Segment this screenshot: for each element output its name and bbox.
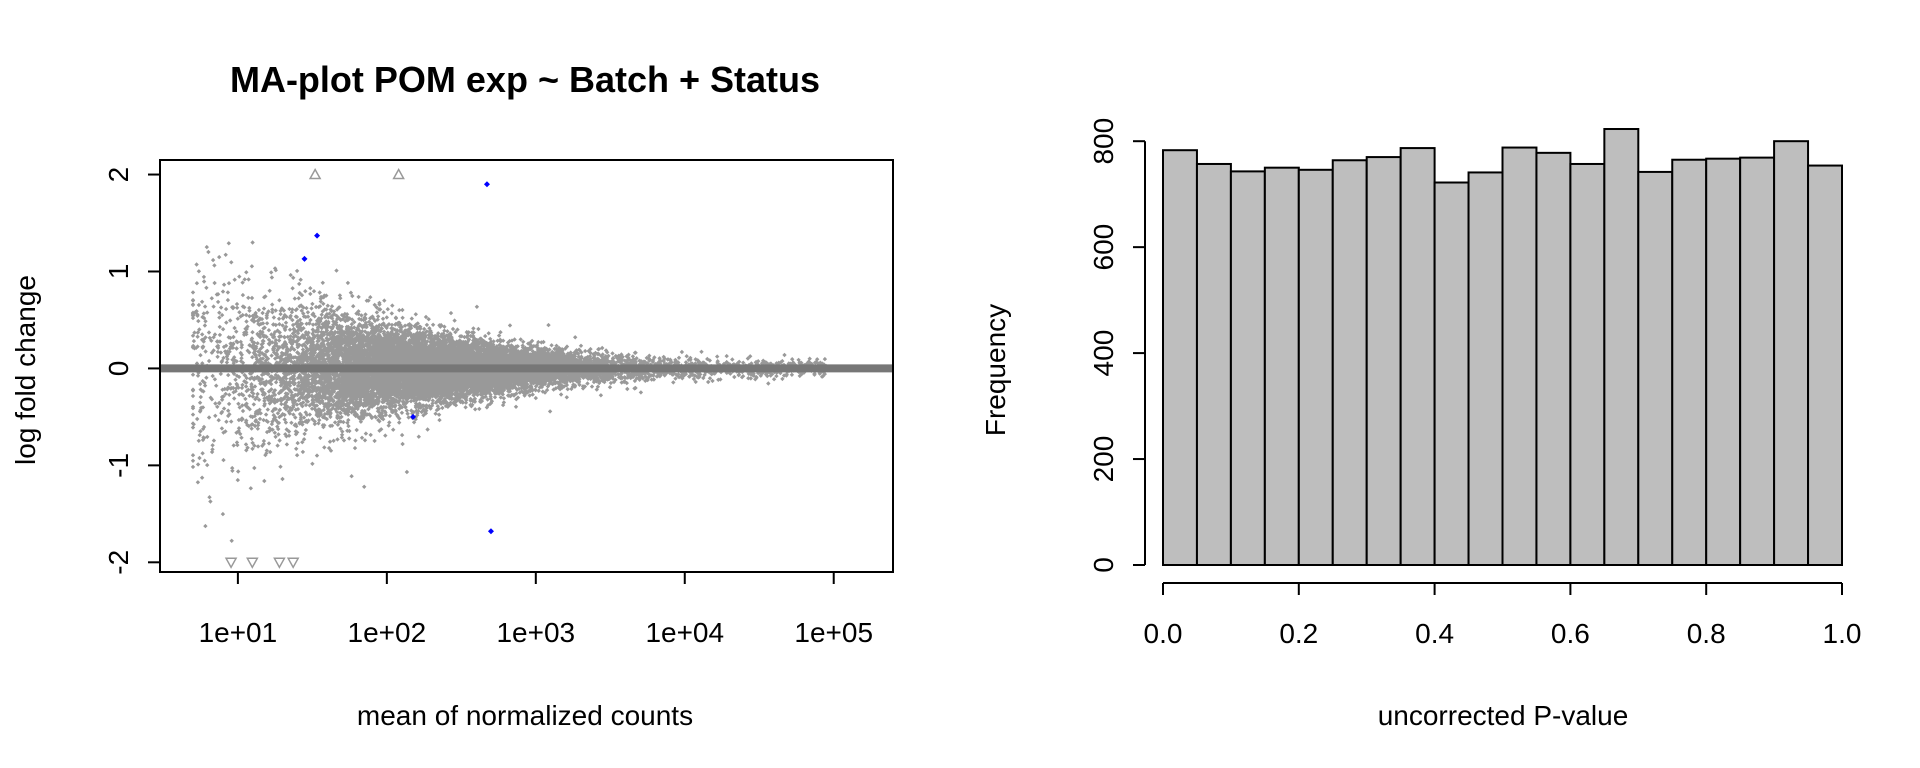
histogram-y-tick-label: 400 — [1088, 330, 1119, 377]
ma-out-of-range-down-marker — [286, 557, 300, 569]
histogram-x-tick-label: 0.0 — [1144, 618, 1183, 649]
ma-significant-point — [487, 528, 494, 535]
histogram-bar — [1467, 171, 1504, 566]
ma-out-of-range-down-marker — [246, 557, 259, 569]
histogram-bar — [1603, 128, 1640, 566]
histogram-bar — [1263, 166, 1300, 567]
ma-y-tick-label: 1 — [103, 264, 134, 280]
histogram-x-tick-label: 0.6 — [1551, 618, 1590, 649]
ma-y-tick-label: -1 — [103, 453, 134, 478]
histogram-bar — [1535, 151, 1572, 566]
histogram-y-tick-label: 800 — [1088, 118, 1119, 165]
ma-plot-axes: 1e+01 1e+02 1e+03 1e+04 1e+05 -2 -1 0 1 2 — [103, 159, 894, 648]
histogram-axes: 0.0 0.2 0.4 0.6 0.8 1.0 0 200 400 600 800 — [1088, 118, 1861, 649]
ma-out-of-range-up-marker — [392, 167, 405, 180]
ma-x-tick-label: 1e+02 — [348, 617, 427, 648]
histogram-y-axis-label: Frequency — [980, 304, 1011, 436]
histogram-bar — [1433, 181, 1470, 566]
histogram-x-tick-label: 0.4 — [1415, 618, 1454, 649]
ma-x-tick-label: 1e+05 — [794, 617, 873, 648]
histogram-x-axis-label: uncorrected P-value — [1378, 700, 1629, 731]
ma-plot-y-axis-label: log fold change — [10, 275, 41, 465]
histogram-bar — [1501, 146, 1538, 567]
ma-y-tick-label: 2 — [103, 167, 134, 183]
ma-x-tick-label: 1e+03 — [496, 617, 575, 648]
ma-plot-frame — [159, 159, 894, 573]
histogram-x-tick-label: 0.2 — [1279, 618, 1318, 649]
ma-plot-x-axis-label: mean of normalized counts — [357, 700, 693, 731]
histogram-y-tick-label: 600 — [1088, 224, 1119, 271]
histogram-bar — [1671, 158, 1708, 566]
histogram-bar — [1705, 157, 1742, 567]
histogram-bar — [1739, 156, 1776, 566]
histogram-x-tick-label: 0.8 — [1687, 618, 1726, 649]
histogram-bar — [1297, 168, 1334, 567]
ma-x-tick-label: 1e+04 — [645, 617, 724, 648]
histogram-bar — [1807, 164, 1844, 567]
histogram-bar — [1162, 149, 1198, 566]
ma-out-of-range-down-marker — [273, 557, 286, 569]
ma-significant-point — [483, 181, 490, 188]
histogram-bar — [1773, 140, 1810, 566]
histogram-bar — [1637, 170, 1674, 567]
histogram-y-tick-label: 0 — [1088, 557, 1119, 573]
pvalue-histogram: uncorrected P-value Frequency 0.0 0.2 0.4 0… — [980, 118, 1861, 731]
ma-out-of-range-up-marker — [308, 167, 322, 180]
histogram-bar — [1331, 159, 1368, 566]
ma-out-of-range-down-marker — [224, 557, 238, 569]
histogram-y-tick-label: 200 — [1088, 436, 1119, 483]
histogram-x-tick-label: 1.0 — [1823, 618, 1862, 649]
ma-plot-title: MA-plot POM exp ~ Batch + Status — [230, 59, 820, 100]
ma-significant-point — [301, 255, 308, 262]
ma-y-tick-label: -2 — [103, 550, 134, 575]
histogram-bar — [1399, 147, 1436, 566]
histogram-bar — [1365, 156, 1402, 566]
histogram-bar — [1195, 162, 1232, 566]
ma-y-tick-label: 0 — [103, 361, 134, 377]
ma-significant-point — [410, 413, 417, 420]
histogram-bar — [1569, 162, 1606, 566]
ma-significant-point — [314, 232, 321, 239]
ma-background-points — [190, 240, 829, 544]
ma-plot: MA-plot POM exp ~ Batch + Status mean of… — [10, 59, 894, 731]
histogram-bars — [1162, 128, 1844, 567]
ma-x-tick-label: 1e+01 — [199, 617, 278, 648]
ma-plot-points — [160, 167, 893, 569]
histogram-bar — [1229, 170, 1266, 566]
